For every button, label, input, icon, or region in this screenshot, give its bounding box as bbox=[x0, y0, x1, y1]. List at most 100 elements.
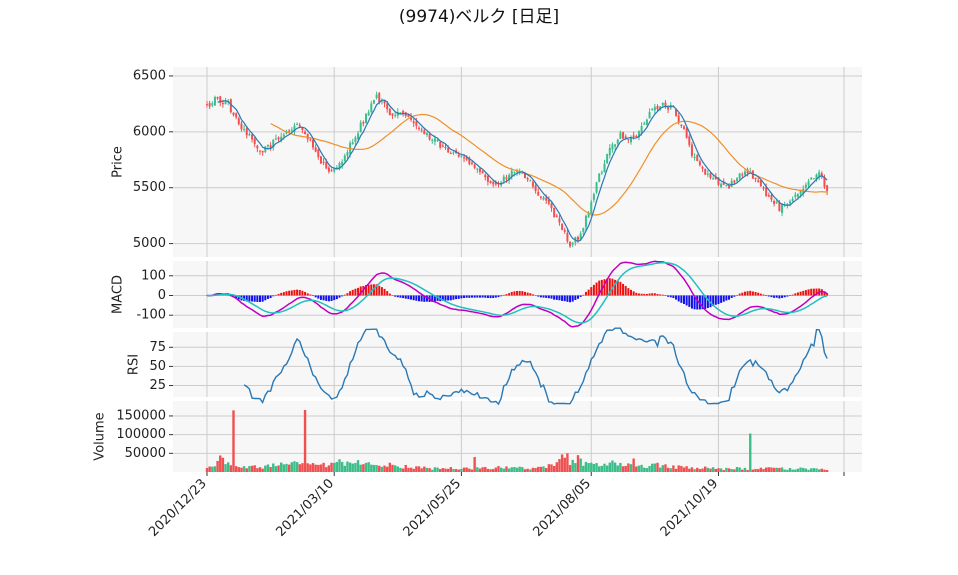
macd-hist-bar bbox=[664, 295, 667, 296]
macd-hist-bar bbox=[449, 295, 452, 301]
volume-bar bbox=[481, 467, 484, 472]
candle-body bbox=[428, 134, 431, 140]
macd-hist-bar bbox=[725, 295, 728, 301]
candle-body bbox=[614, 144, 617, 147]
macd-hist-bar bbox=[425, 295, 428, 302]
panel-background bbox=[173, 67, 862, 257]
x-tick-label: 2021/05/25 bbox=[401, 476, 465, 540]
macd-hist-bar bbox=[494, 295, 497, 298]
candle-body bbox=[372, 100, 375, 104]
macd-hist-bar bbox=[778, 295, 781, 299]
macd-hist-bar bbox=[595, 282, 598, 296]
macd-hist-bar bbox=[304, 291, 307, 296]
rsi-line bbox=[243, 327, 828, 406]
volume-bar bbox=[733, 469, 736, 472]
volume-bar bbox=[727, 468, 731, 472]
macd-hist-bar bbox=[547, 295, 550, 299]
y-tick-label: 50 bbox=[149, 359, 166, 374]
volume-bar bbox=[704, 466, 707, 472]
panel-volume: 50000 100000 150000 Volume bbox=[93, 401, 862, 472]
candle-body bbox=[264, 146, 267, 152]
macd-hist-bar bbox=[248, 295, 251, 302]
macd-hist-bar bbox=[566, 295, 569, 302]
macd-hist-bar bbox=[285, 291, 288, 296]
volume-bar bbox=[232, 410, 235, 472]
chart-title: (9974)ベルク [日足] bbox=[399, 7, 559, 27]
volume-bar bbox=[627, 463, 630, 472]
volume-bar bbox=[256, 468, 259, 472]
candle-body bbox=[698, 161, 701, 166]
macd-hist-bar bbox=[537, 295, 540, 297]
volume-bar bbox=[295, 462, 299, 472]
candle-body bbox=[312, 139, 314, 148]
macd-hist-bar bbox=[754, 292, 757, 296]
volume-bar bbox=[436, 467, 439, 472]
candle-body bbox=[606, 154, 609, 164]
volume-bar bbox=[444, 468, 447, 472]
volume-bar bbox=[529, 469, 532, 472]
volume-bar bbox=[407, 467, 410, 472]
y-tick-label: 100000 bbox=[116, 427, 166, 442]
volume-bar bbox=[661, 465, 664, 472]
volume-bar bbox=[656, 462, 659, 472]
macd-hist-bar bbox=[823, 291, 826, 296]
macd-hist-bar bbox=[775, 295, 778, 298]
macd-hist-bar bbox=[407, 295, 410, 300]
candle-body bbox=[542, 197, 545, 200]
macd-hist-bar bbox=[619, 281, 622, 296]
volume-bar bbox=[717, 468, 720, 472]
macd-hist-bar bbox=[367, 284, 370, 296]
candle-body bbox=[325, 161, 328, 169]
volume-bar bbox=[669, 468, 672, 472]
candle-body bbox=[648, 112, 651, 119]
macd-hist-bar bbox=[463, 295, 466, 299]
macd-hist-bar bbox=[743, 291, 746, 296]
volume-bar bbox=[383, 465, 386, 472]
y-tick-label: 25 bbox=[149, 378, 166, 393]
macd-hist-bar bbox=[659, 294, 662, 296]
macd-hist-bar bbox=[773, 295, 776, 298]
macd-hist-bar bbox=[251, 295, 254, 302]
macd-hist-bar bbox=[608, 278, 611, 296]
candle-body bbox=[357, 133, 360, 140]
candle-body bbox=[216, 97, 219, 99]
candle-body bbox=[696, 155, 699, 162]
candle-body bbox=[256, 145, 259, 149]
volume-bar bbox=[804, 468, 808, 472]
macd-hist-bar bbox=[380, 287, 383, 296]
volume-bar bbox=[505, 466, 508, 472]
volume-bar bbox=[746, 469, 749, 472]
volume-bar bbox=[786, 469, 789, 472]
candle-body bbox=[781, 204, 784, 214]
candle-body bbox=[322, 161, 325, 163]
candle-body bbox=[746, 169, 749, 174]
volume-bar bbox=[378, 465, 381, 472]
macd-hist-bar bbox=[471, 295, 473, 298]
macd-hist-bar bbox=[261, 295, 264, 302]
macd-hist-bar bbox=[457, 295, 460, 299]
macd-hist-bar bbox=[624, 285, 627, 296]
y-tick-label: 0 bbox=[158, 288, 166, 303]
volume-bar bbox=[272, 463, 275, 472]
macd-hist-bar bbox=[627, 288, 630, 296]
candle-body bbox=[309, 139, 312, 141]
volume-bar bbox=[780, 467, 784, 472]
volume-bar bbox=[205, 468, 209, 472]
candle-body bbox=[619, 132, 622, 139]
macd-hist-bar bbox=[587, 289, 590, 296]
candle-body bbox=[579, 233, 582, 240]
candle-body bbox=[529, 180, 532, 182]
volume-bar bbox=[653, 463, 657, 472]
x-tick-label: 2021/08/05 bbox=[530, 476, 594, 540]
candle-body bbox=[796, 194, 799, 197]
macd-hist-bar bbox=[264, 295, 267, 301]
candles bbox=[206, 91, 829, 248]
volume-bar bbox=[555, 462, 558, 472]
macd-hist-bar bbox=[399, 295, 402, 298]
volume-bar bbox=[317, 464, 320, 472]
candle-body bbox=[600, 172, 603, 174]
volume-bar bbox=[428, 468, 431, 472]
candle-body bbox=[820, 173, 823, 176]
volume-bar bbox=[409, 467, 413, 472]
candle-body bbox=[423, 130, 426, 135]
